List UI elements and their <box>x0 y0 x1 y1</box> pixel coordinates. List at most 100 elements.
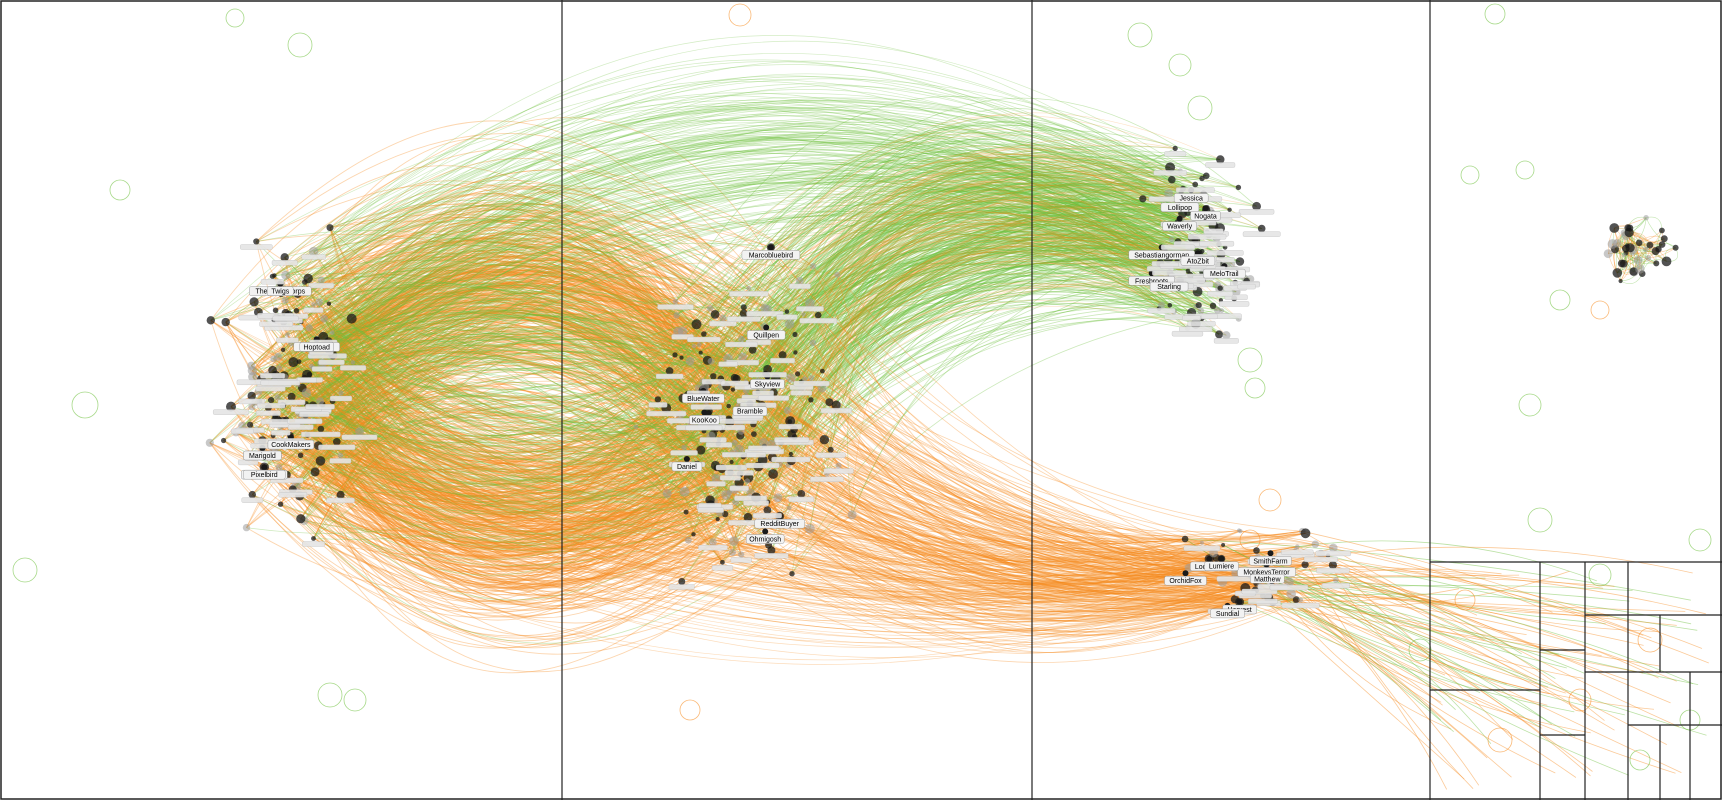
graph-node <box>731 374 739 382</box>
node-label-text: BlueWater <box>687 396 720 403</box>
node-label-chip <box>721 381 749 386</box>
graph-node <box>206 439 214 447</box>
node-label-text: Pixelbird <box>251 472 278 479</box>
graph-node <box>268 397 274 403</box>
graph-node <box>1659 228 1665 234</box>
graph-node <box>1173 146 1178 151</box>
node-label-text: Skyview <box>755 381 782 388</box>
graph-node <box>1652 247 1660 255</box>
graph-node <box>721 490 731 500</box>
node-label-chip <box>656 374 683 379</box>
node-label-chip <box>1176 188 1215 193</box>
node-label-chip <box>261 380 300 385</box>
node-label-chip <box>1214 338 1239 343</box>
graph-node <box>746 286 751 291</box>
node-label-chip <box>779 424 802 429</box>
graph-node <box>339 391 344 396</box>
graph-node <box>797 490 805 498</box>
node-label-chip <box>279 492 307 497</box>
node-label-chip <box>725 342 757 347</box>
node-label-text: Lumiere <box>1209 564 1234 571</box>
node-label-chip <box>686 425 723 430</box>
graph-node <box>1333 577 1339 583</box>
graph-node <box>333 438 341 446</box>
graph-node <box>801 312 805 316</box>
graph-node <box>1312 541 1319 548</box>
node-label-chip <box>706 442 732 447</box>
graph-node <box>250 297 259 306</box>
graph-node <box>710 373 716 379</box>
graph-node <box>1219 308 1224 313</box>
graph-node <box>810 263 816 269</box>
graph-node <box>779 351 787 359</box>
graph-node-labeled <box>1177 216 1183 222</box>
graph-node <box>789 452 793 456</box>
graph-node <box>294 308 299 313</box>
node-label-chip <box>330 396 352 401</box>
graph-node <box>848 510 857 519</box>
graph-node <box>1169 237 1175 243</box>
node-label-chip <box>302 542 325 547</box>
node-label-chip <box>256 386 286 391</box>
node-label-chip <box>796 306 824 311</box>
graph-node <box>1158 302 1165 309</box>
graph-node <box>1636 240 1643 247</box>
graph-node <box>1645 255 1651 261</box>
node-label-text: Marcobluebird <box>749 252 793 259</box>
graph-node <box>793 350 797 354</box>
node-label-chip <box>1316 568 1349 573</box>
node-label-chip <box>276 338 298 343</box>
graph-node <box>681 445 686 450</box>
graph-node <box>338 453 344 459</box>
node-label-chip <box>231 429 254 434</box>
graph-node <box>1608 239 1618 249</box>
graph-node <box>1218 286 1223 291</box>
graph-node <box>1221 543 1225 547</box>
graph-node <box>1301 528 1311 538</box>
graph-node <box>243 524 250 531</box>
node-label-chip <box>758 396 789 401</box>
graph-node <box>1613 268 1623 278</box>
graph-node <box>732 440 738 446</box>
node-label-chip <box>330 458 351 463</box>
graph-node <box>1198 308 1205 315</box>
node-label-chip <box>1238 284 1256 289</box>
graph-node-labeled <box>1237 599 1243 605</box>
node-label-chip <box>1165 151 1187 156</box>
graph-node <box>1298 598 1303 603</box>
graph-node-labeled <box>768 244 774 250</box>
node-label-chip <box>271 430 290 435</box>
node-label-chip <box>261 419 289 424</box>
node-label-chip <box>302 255 326 260</box>
graph-node <box>834 272 840 278</box>
graph-node <box>311 467 320 476</box>
node-label-chip <box>712 565 733 570</box>
graph-node <box>1626 243 1635 252</box>
graph-node <box>288 393 296 401</box>
graph-node <box>337 491 345 499</box>
graph-node <box>767 546 775 554</box>
node-label-chip <box>1179 327 1212 332</box>
graph-node-labeled <box>762 529 768 535</box>
node-label-chip <box>729 291 768 296</box>
graph-node <box>701 331 707 337</box>
node-label-chip <box>1188 234 1226 239</box>
node-label-chip <box>1199 241 1234 246</box>
graph-node <box>805 524 815 534</box>
node-label-chip <box>1304 557 1338 562</box>
node-label-chip <box>730 486 749 491</box>
node-label-chip <box>709 321 736 326</box>
node-label-chip <box>671 450 698 455</box>
graph-node <box>270 274 275 279</box>
node-label-chip <box>746 463 779 468</box>
graph-node <box>270 356 276 362</box>
node-label-chip <box>646 411 686 416</box>
graph-node <box>207 316 215 324</box>
node-label-chip <box>257 403 285 408</box>
graph-node <box>1620 260 1628 268</box>
graph-node <box>316 397 324 405</box>
node-label-chip <box>1270 585 1308 590</box>
graph-node <box>785 319 795 329</box>
graph-node <box>673 312 679 318</box>
